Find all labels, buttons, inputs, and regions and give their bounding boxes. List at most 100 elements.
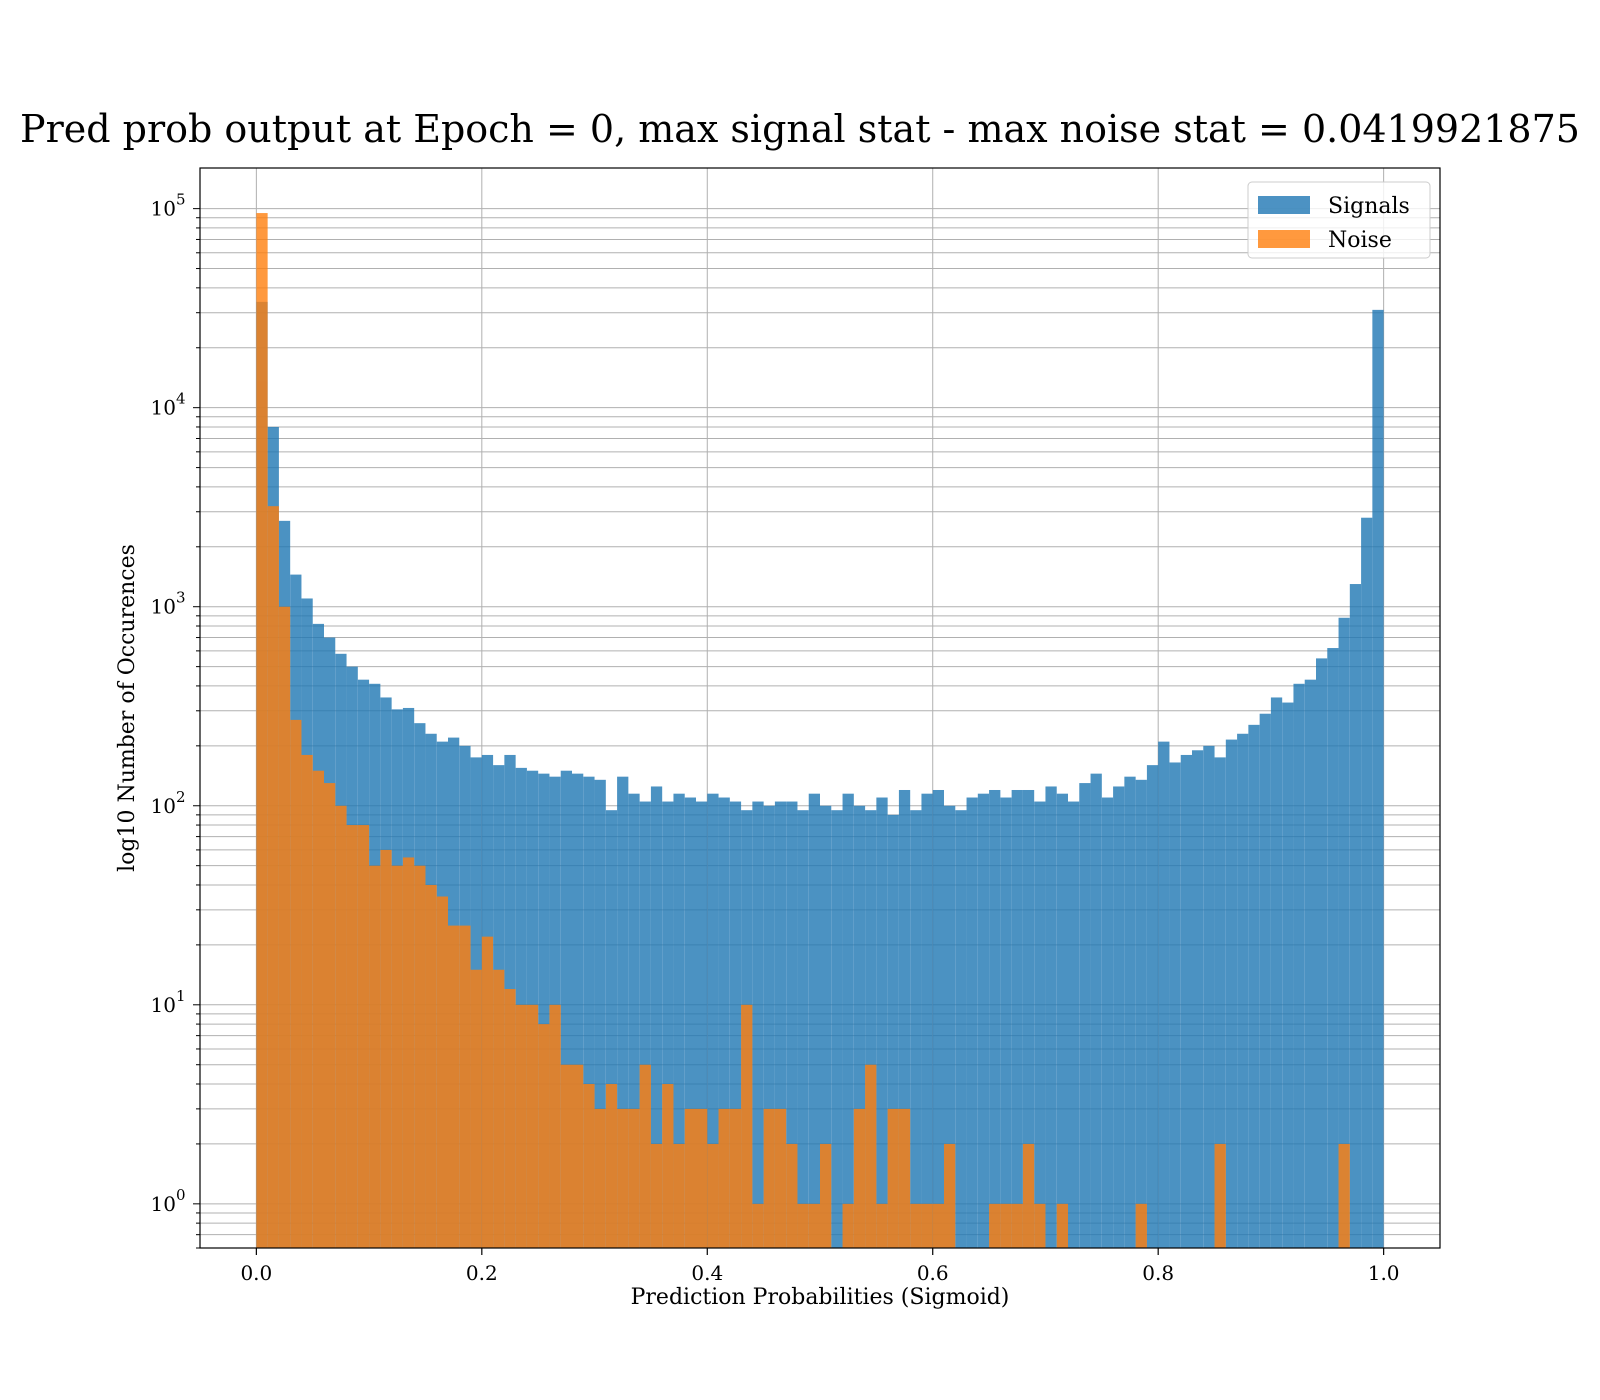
bar [301, 754, 313, 1248]
bar [605, 810, 618, 1248]
bar [887, 814, 899, 1248]
bar [865, 1064, 877, 1248]
bar [1225, 739, 1238, 1248]
bar [707, 793, 719, 1248]
y-tick-exponent: 3 [176, 589, 186, 607]
bar [977, 793, 990, 1248]
bar [470, 969, 482, 1248]
series-noise [256, 213, 1350, 1249]
x-axis-label: Prediction Probabilities (Sigmoid) [631, 1285, 1010, 1310]
bar [763, 1108, 775, 1248]
y-tick-exponent: 0 [176, 1186, 186, 1204]
bar [1124, 776, 1136, 1248]
x-tick-label: 1.0 [1368, 1261, 1400, 1285]
bar [718, 797, 730, 1248]
bar [402, 857, 415, 1248]
bar [729, 801, 742, 1248]
bar [1022, 1143, 1035, 1248]
bar [583, 776, 595, 1248]
y-tick-exponent: 1 [176, 987, 186, 1005]
bar [639, 1064, 651, 1248]
y-axis-label: log10 Number of Occurences [115, 544, 140, 872]
bar [1034, 801, 1046, 1248]
bar [842, 1203, 854, 1248]
bar [1146, 765, 1159, 1248]
bar [774, 801, 787, 1248]
bar [256, 213, 268, 1249]
bar [797, 1203, 809, 1248]
y-tick-label: 10 [151, 396, 176, 420]
bar [1169, 762, 1181, 1248]
bar [1090, 773, 1102, 1248]
bar [1011, 1203, 1023, 1248]
y-tick-exponent: 5 [176, 191, 186, 209]
bar [560, 770, 572, 1248]
bar [1338, 1143, 1350, 1248]
bar [797, 810, 809, 1248]
bar [696, 1108, 708, 1248]
bar [763, 805, 775, 1248]
bar [820, 1143, 832, 1248]
bar [729, 1108, 742, 1248]
bar [910, 810, 922, 1248]
bar [1158, 741, 1170, 1248]
legend-label: Signals [1328, 194, 1410, 219]
bar [1270, 697, 1283, 1248]
legend-swatch [1258, 230, 1310, 248]
bar [808, 793, 820, 1248]
bar [1338, 617, 1350, 1248]
bar [989, 789, 1001, 1248]
bar [707, 1143, 719, 1248]
x-tick-label: 0.4 [691, 1261, 723, 1285]
bar [921, 1203, 933, 1248]
bar [1214, 757, 1226, 1248]
bar [944, 805, 956, 1248]
bar [808, 1203, 820, 1248]
bar [425, 884, 437, 1248]
legend: Signals Noise [1247, 181, 1431, 259]
bar [865, 810, 877, 1248]
bar [594, 1108, 606, 1248]
bar [662, 1084, 674, 1248]
bar [1327, 648, 1339, 1248]
bar [876, 1203, 888, 1248]
bar [831, 810, 843, 1248]
bar [887, 1108, 899, 1248]
plot-frame [199, 167, 1441, 1249]
y-tick-exponent: 4 [176, 390, 186, 408]
bar [752, 801, 764, 1248]
bar [1349, 584, 1362, 1248]
bar [560, 1064, 572, 1248]
bar [605, 1084, 618, 1248]
bar [1056, 793, 1068, 1248]
bar [673, 793, 685, 1248]
bar [538, 773, 550, 1248]
bar [1293, 683, 1305, 1248]
bar [414, 865, 426, 1248]
bar [650, 1143, 663, 1248]
bar [696, 801, 708, 1248]
bar [662, 801, 674, 1248]
x-tick-label: 0.0 [240, 1261, 272, 1285]
bar [932, 1203, 944, 1248]
bar [842, 793, 854, 1248]
bar [380, 849, 392, 1248]
bar [436, 896, 448, 1248]
bar [684, 797, 696, 1248]
bar [898, 1108, 911, 1248]
bar [1316, 658, 1328, 1248]
bar [1034, 1203, 1046, 1248]
bar [752, 1203, 764, 1248]
bar [369, 865, 381, 1248]
bar [1045, 786, 1057, 1248]
bar [989, 1203, 1001, 1248]
bar [526, 1004, 539, 1248]
bar [1000, 1203, 1012, 1248]
bar [853, 1108, 866, 1248]
bar [617, 1108, 629, 1248]
legend-label: Noise [1328, 228, 1392, 253]
bar [572, 1064, 584, 1248]
y-tick-label: 10 [151, 1192, 176, 1216]
bar [459, 925, 471, 1248]
bar [955, 810, 967, 1248]
